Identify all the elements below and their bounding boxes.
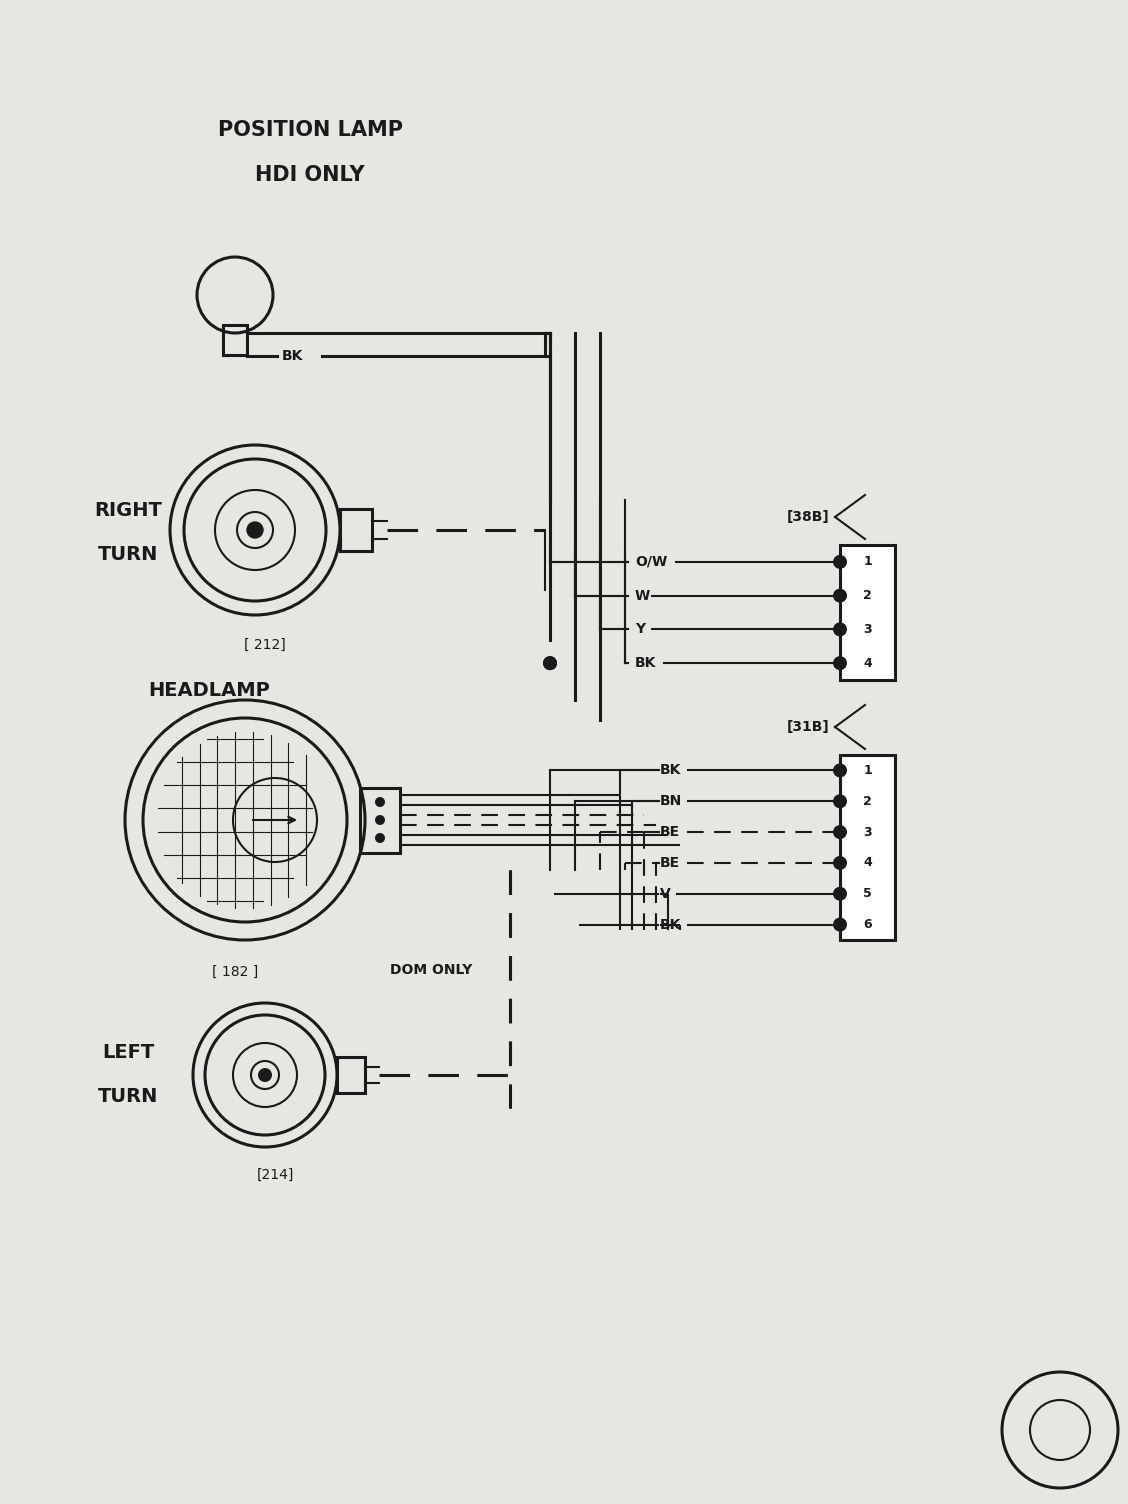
Text: RIGHT: RIGHT <box>94 501 162 519</box>
Text: BE: BE <box>660 856 680 869</box>
Text: BK: BK <box>282 349 303 362</box>
Circle shape <box>374 833 385 844</box>
Text: POSITION LAMP: POSITION LAMP <box>218 120 403 140</box>
Text: 4: 4 <box>863 856 872 869</box>
Circle shape <box>374 815 385 826</box>
Bar <box>337 1057 365 1093</box>
Circle shape <box>832 826 847 839</box>
Text: 2: 2 <box>863 590 872 602</box>
Circle shape <box>832 656 847 671</box>
Text: HDI ONLY: HDI ONLY <box>255 165 364 185</box>
Text: [38B]: [38B] <box>787 510 830 523</box>
Text: 1: 1 <box>863 555 872 569</box>
Text: [ 212]: [ 212] <box>244 638 285 653</box>
Bar <box>360 788 400 853</box>
Circle shape <box>832 588 847 603</box>
Circle shape <box>832 764 847 778</box>
Text: BK: BK <box>660 764 681 778</box>
Circle shape <box>543 656 557 671</box>
Text: [31B]: [31B] <box>787 720 830 734</box>
Text: Y: Y <box>635 623 645 636</box>
Text: 3: 3 <box>863 826 872 839</box>
Text: V: V <box>660 887 671 901</box>
Circle shape <box>832 917 847 931</box>
Circle shape <box>543 656 557 671</box>
Text: TURN: TURN <box>98 1087 158 1107</box>
Text: 6: 6 <box>863 917 872 931</box>
Text: LEFT: LEFT <box>102 1044 155 1062</box>
Text: 3: 3 <box>863 623 872 636</box>
Circle shape <box>832 856 847 869</box>
Text: [ 182 ]: [ 182 ] <box>212 966 258 979</box>
Text: 1: 1 <box>863 764 872 778</box>
Circle shape <box>374 797 385 808</box>
Bar <box>223 325 247 355</box>
Bar <box>840 544 895 680</box>
Text: 2: 2 <box>863 794 872 808</box>
Text: DOM ONLY: DOM ONLY <box>390 963 473 978</box>
Circle shape <box>247 522 263 538</box>
Bar <box>340 508 372 550</box>
Text: [214]: [214] <box>256 1169 293 1182</box>
Text: W: W <box>635 588 650 603</box>
Text: BK: BK <box>635 656 656 671</box>
Circle shape <box>832 555 847 569</box>
Text: TURN: TURN <box>98 546 158 564</box>
Circle shape <box>832 887 847 901</box>
Text: BN: BN <box>660 794 682 808</box>
Circle shape <box>832 623 847 636</box>
Text: HEADLAMP: HEADLAMP <box>148 680 270 699</box>
Text: BK: BK <box>660 917 681 931</box>
Bar <box>840 755 895 940</box>
Text: 5: 5 <box>863 887 872 901</box>
Circle shape <box>258 1068 272 1081</box>
Text: 4: 4 <box>863 657 872 669</box>
Text: O/W: O/W <box>635 555 668 569</box>
Text: BE: BE <box>660 826 680 839</box>
Circle shape <box>832 794 847 808</box>
